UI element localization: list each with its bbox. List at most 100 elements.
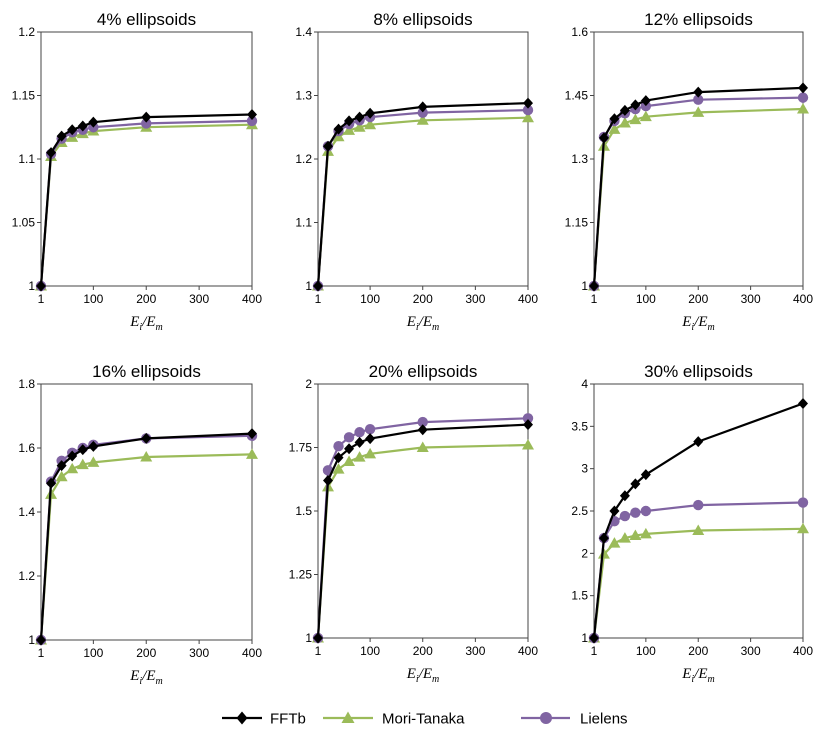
data-point-fftb bbox=[77, 120, 88, 132]
x-tick-label: 100 bbox=[636, 644, 656, 658]
y-tick-label: 4 bbox=[581, 377, 588, 391]
data-point-lielens bbox=[333, 441, 344, 452]
y-tick-label: 1.4 bbox=[295, 25, 312, 39]
x-axis-label: Ei/Em bbox=[681, 314, 715, 333]
data-point-lielens bbox=[522, 413, 534, 424]
data-point-lielens bbox=[693, 94, 704, 105]
series-fftb bbox=[313, 419, 533, 644]
y-tick-label: 1 bbox=[581, 279, 588, 293]
x-tick-label: 200 bbox=[688, 292, 708, 306]
data-point-fftb bbox=[36, 634, 46, 646]
chart-title: 8% ellipsoids bbox=[373, 10, 472, 29]
data-point-mori-tanaka bbox=[608, 123, 621, 134]
y-tick-label: 1 bbox=[305, 279, 312, 293]
data-point-mori-tanaka bbox=[140, 450, 153, 462]
data-point-mori-tanaka bbox=[618, 532, 631, 543]
series-lielens bbox=[588, 92, 809, 292]
y-tick-label: 1.6 bbox=[571, 25, 588, 39]
series-fftb bbox=[36, 109, 257, 292]
data-point-fftb bbox=[56, 460, 67, 472]
y-tick-label: 1.3 bbox=[571, 152, 588, 166]
data-point-fftb bbox=[344, 443, 355, 455]
y-tick-label: 2 bbox=[581, 546, 588, 560]
data-point-mori-tanaka bbox=[692, 106, 705, 117]
x-tick-label: 1 bbox=[591, 644, 598, 658]
data-point-fftb bbox=[589, 280, 599, 292]
series-mori-tanaka bbox=[588, 522, 809, 643]
x-tick-label: 1 bbox=[315, 644, 322, 658]
series-lielens bbox=[35, 430, 258, 646]
y-tick-label: 2 bbox=[305, 377, 312, 391]
plot-frame bbox=[40, 383, 253, 641]
data-point-lielens bbox=[797, 497, 809, 508]
y-tick-label: 2.5 bbox=[571, 504, 588, 518]
series-fftb bbox=[589, 397, 808, 644]
data-point-lielens bbox=[417, 107, 428, 118]
data-point-mori-tanaka bbox=[629, 529, 642, 541]
legend-item-mori-tanaka: Mori-Tanaka bbox=[323, 711, 465, 728]
data-point-mori-tanaka bbox=[639, 527, 652, 539]
x-tick-label: 400 bbox=[518, 644, 538, 658]
x-tick-label: 300 bbox=[465, 292, 485, 306]
data-point-fftb bbox=[354, 436, 365, 448]
x-tick-label: 100 bbox=[83, 292, 103, 306]
data-point-lielens bbox=[640, 505, 652, 517]
y-tick-label: 3.5 bbox=[571, 419, 588, 433]
series-mori-tanaka bbox=[312, 438, 534, 643]
data-point-fftb bbox=[323, 140, 333, 152]
data-point-fftb bbox=[798, 397, 808, 409]
data-point-fftb bbox=[609, 113, 620, 125]
y-tick-label: 1.2 bbox=[295, 152, 312, 166]
y-tick-label: 1.3 bbox=[295, 89, 312, 103]
data-point-fftb bbox=[523, 97, 533, 109]
diamond-icon bbox=[236, 711, 248, 725]
data-point-mori-tanaka bbox=[416, 441, 429, 452]
series-mori-tanaka bbox=[588, 103, 809, 291]
data-point-lielens bbox=[797, 92, 809, 103]
data-point-mori-tanaka bbox=[797, 103, 809, 114]
data-point-fftb bbox=[693, 436, 704, 448]
data-point-fftb bbox=[630, 99, 641, 111]
data-point-fftb bbox=[798, 82, 808, 94]
data-point-mori-tanaka bbox=[364, 118, 377, 130]
data-point-fftb bbox=[354, 111, 365, 123]
data-point-fftb bbox=[640, 95, 651, 107]
y-tick-label: 1.6 bbox=[18, 441, 35, 455]
data-point-fftb bbox=[67, 450, 78, 462]
data-point-fftb bbox=[333, 123, 344, 135]
y-tick-label: 1 bbox=[28, 633, 35, 647]
x-tick-label: 300 bbox=[189, 646, 209, 660]
data-point-fftb bbox=[46, 147, 57, 159]
data-point-mori-tanaka bbox=[76, 458, 89, 470]
x-axis-label: Ei/Em bbox=[681, 666, 715, 685]
series-mori-tanaka bbox=[35, 118, 258, 291]
data-point-mori-tanaka bbox=[639, 110, 652, 122]
chart-panel-3: 12% ellipsoids 1 1.15 1.3 1.45 1.6 1 100 200 300 4… bbox=[565, 10, 814, 333]
y-tick-label: 1.05 bbox=[12, 216, 36, 230]
data-point-fftb bbox=[598, 132, 609, 144]
x-tick-label: 100 bbox=[636, 292, 656, 306]
x-tick-label: 100 bbox=[360, 292, 380, 306]
x-tick-label: 300 bbox=[741, 644, 761, 658]
y-tick-label: 1 bbox=[581, 631, 588, 645]
chart-panel-1: 4% ellipsoids 1 1.05 1.1 1.15 1.2 1 100 200 300 40… bbox=[12, 10, 263, 333]
x-tick-label: 300 bbox=[189, 292, 209, 306]
data-point-lielens bbox=[141, 118, 152, 129]
x-tick-label: 100 bbox=[360, 644, 380, 658]
circle-icon bbox=[540, 712, 552, 724]
data-point-lielens bbox=[522, 104, 534, 116]
data-point-fftb bbox=[619, 490, 630, 502]
series-line-mori-tanaka bbox=[39, 123, 253, 287]
y-tick-label: 1.5 bbox=[295, 504, 312, 518]
chart-panel-4: 16% ellipsoids 1 1.2 1.4 1.6 1.8 1 100 200 300 400… bbox=[18, 362, 262, 687]
series-lielens bbox=[35, 115, 258, 292]
data-point-fftb bbox=[247, 109, 257, 121]
x-tick-label: 300 bbox=[741, 292, 761, 306]
y-tick-label: 3 bbox=[581, 462, 588, 476]
y-tick-label: 1.2 bbox=[18, 569, 35, 583]
x-tick-label: 300 bbox=[465, 644, 485, 658]
x-tick-label: 200 bbox=[413, 292, 433, 306]
chart-title: 20% ellipsoids bbox=[369, 362, 478, 381]
series-line-mori-tanaka bbox=[592, 107, 804, 287]
data-point-mori-tanaka bbox=[353, 121, 366, 132]
